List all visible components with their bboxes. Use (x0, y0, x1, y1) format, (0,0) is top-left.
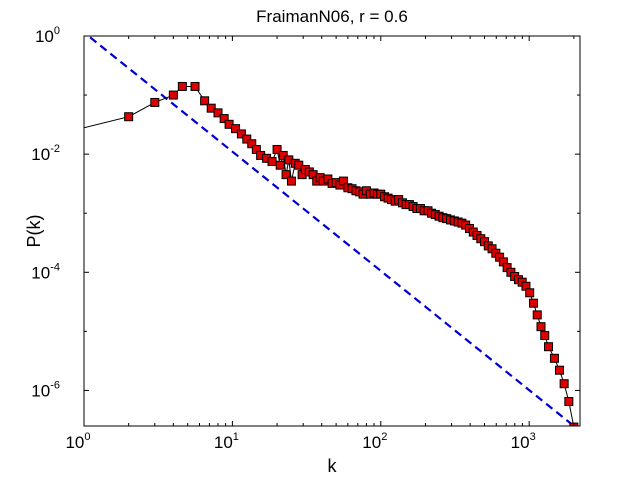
y-tick-label: 10-2 (31, 143, 60, 164)
data-point-marker (124, 112, 134, 122)
data-point-marker (275, 160, 285, 170)
data-point-marker (544, 342, 554, 352)
data-point-marker (540, 331, 550, 341)
series-layer (84, 36, 579, 426)
data-point-marker (272, 144, 282, 154)
y-tick-exponent: -2 (50, 143, 60, 155)
data-point-marker (213, 108, 223, 118)
x-tick-exponent: 2 (381, 431, 387, 443)
y-tick-label: 10-4 (31, 261, 60, 282)
x-axis-label: k (328, 456, 338, 476)
data-point-marker (236, 129, 246, 139)
y-tick-exponent: -4 (50, 261, 60, 273)
y-tick-label: 10-6 (31, 379, 60, 400)
y-tick-exponent: 0 (54, 25, 60, 37)
data-point-marker (525, 288, 535, 298)
data-point-marker (536, 322, 546, 332)
data-point-marker (150, 97, 160, 107)
data-point-marker (177, 81, 187, 91)
x-tick-label: 101 (214, 431, 239, 452)
y-tick-exponent: -6 (50, 379, 60, 391)
data-point-marker (554, 365, 564, 375)
x-tick-label: 103 (511, 431, 536, 452)
clipped-series (84, 36, 579, 426)
data-point-marker (168, 90, 178, 100)
data-point-marker (231, 124, 241, 134)
x-tick-label: 102 (362, 431, 387, 452)
data-point-marker (532, 310, 542, 320)
y-tick-label: 100 (35, 25, 60, 46)
chart-title: FraimanN06, r = 0.6 (256, 7, 408, 26)
data-point-marker (200, 96, 210, 106)
data-point-marker (281, 170, 291, 180)
x-tick-exponent: 3 (530, 431, 536, 443)
data-point-marker (242, 134, 252, 144)
data-point-marker (206, 103, 216, 113)
data-point-marker (267, 157, 277, 167)
data-point-marker (219, 114, 229, 124)
plot-frame (83, 35, 581, 427)
data-point-marker (286, 176, 296, 186)
data-point-marker (559, 379, 569, 389)
x-tick-exponent: 0 (84, 431, 90, 443)
x-tick-label: 100 (65, 431, 90, 452)
x-tick-exponent: 1 (233, 431, 239, 443)
data-point-marker (247, 139, 257, 149)
data-point-marker (528, 298, 538, 308)
y-axis-label: P(k) (24, 215, 44, 248)
plot-area (84, 36, 580, 426)
data-point-marker (564, 396, 574, 406)
data-point-marker (549, 353, 559, 363)
data-point-marker (190, 81, 200, 91)
